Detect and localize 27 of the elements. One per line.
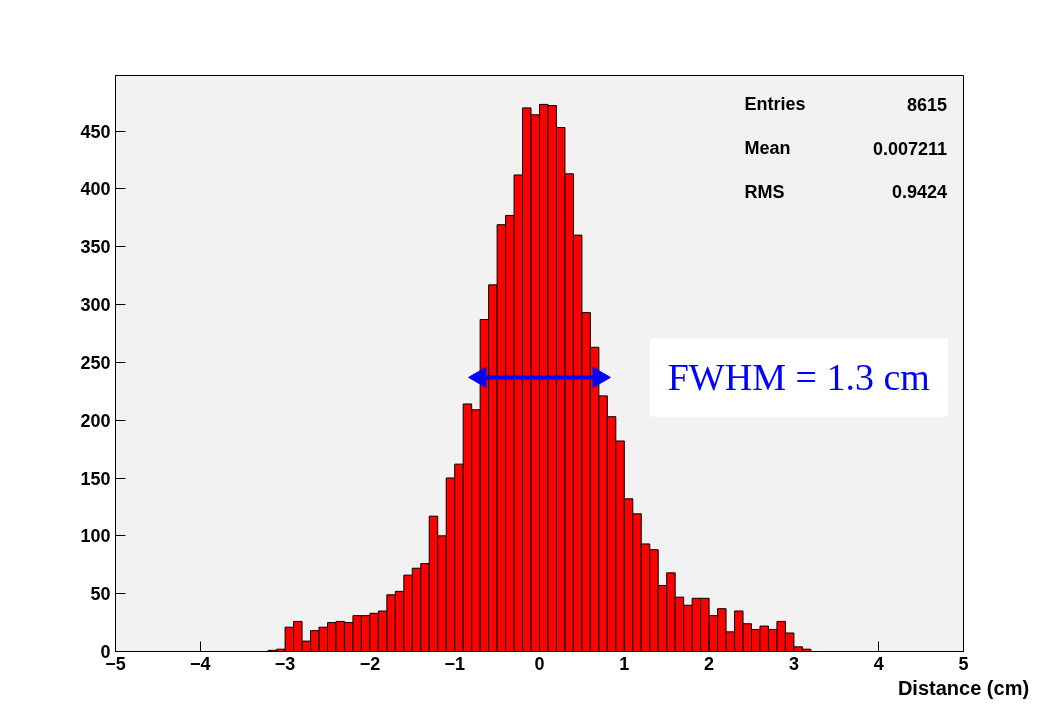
x-tick-label: 5 xyxy=(958,653,969,674)
x-axis-title: Distance (cm) xyxy=(897,676,1030,699)
y-tick-label: 100 xyxy=(80,526,111,547)
y-tick-label: 300 xyxy=(80,295,111,316)
annotation: RMS xyxy=(744,181,785,202)
y-tick-label: 250 xyxy=(80,352,111,373)
x-tick-label: −1 xyxy=(444,653,465,674)
annotation: 0.007211 xyxy=(872,138,948,159)
y-tick-label: 50 xyxy=(90,584,111,605)
x-tick-label: −2 xyxy=(359,653,381,674)
annotation: 8615 xyxy=(906,94,948,115)
x-tick-label: −3 xyxy=(274,653,296,674)
x-tick-label: 4 xyxy=(873,653,884,674)
x-tick-label: −4 xyxy=(190,653,211,674)
y-tick-label: 200 xyxy=(80,410,111,431)
x-tick-label: 3 xyxy=(788,653,799,674)
annotation: Entries xyxy=(744,94,806,115)
y-tick-label: 150 xyxy=(80,468,111,489)
y-tick-label: 450 xyxy=(80,121,111,142)
annotation: FWHM = 1.3 cm xyxy=(667,356,930,399)
y-tick-label: 350 xyxy=(80,237,111,258)
annotation: 0.9424 xyxy=(891,182,948,203)
x-tick-label: 1 xyxy=(619,653,630,674)
y-tick-label: 400 xyxy=(80,179,111,200)
x-tick-label: 2 xyxy=(704,653,715,674)
annotation: Mean xyxy=(744,138,791,159)
x-tick-label: 0 xyxy=(534,653,545,674)
